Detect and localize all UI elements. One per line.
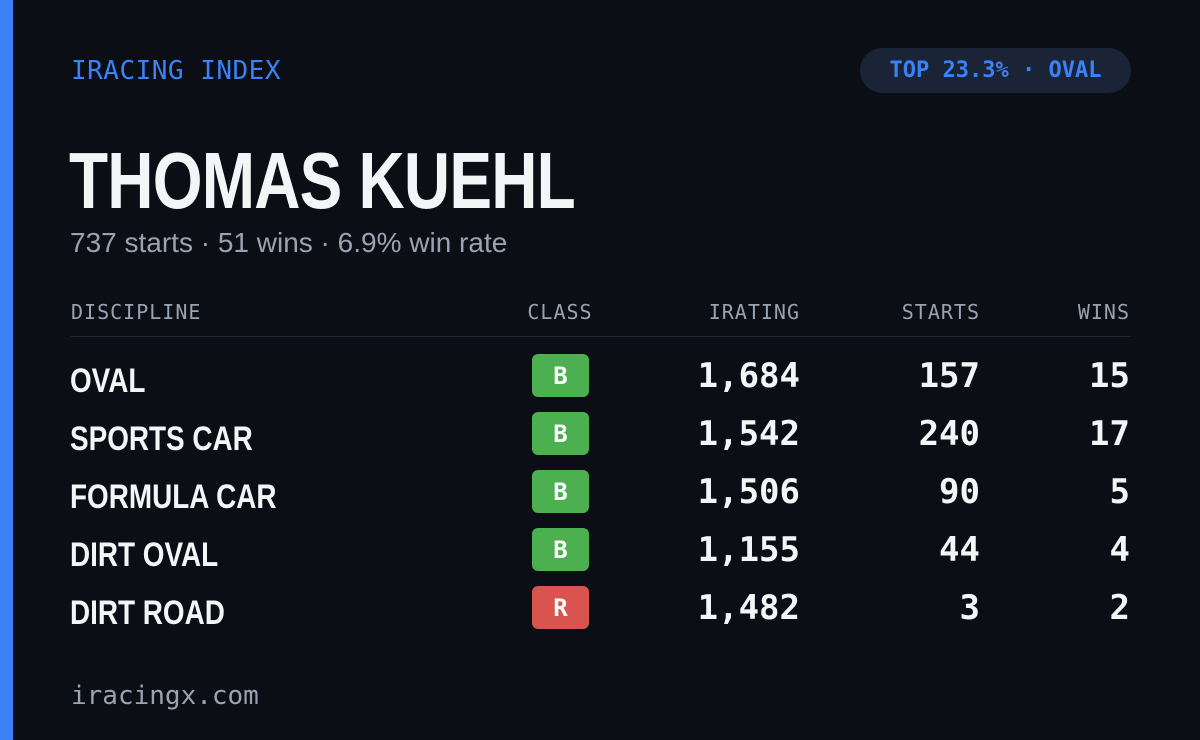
irating-value: 1,684: [697, 356, 800, 396]
discipline-name: DIRT OVAL: [70, 536, 219, 574]
wins-value: 17: [1089, 414, 1130, 454]
starts-value: 240: [918, 414, 980, 454]
column-header-wins: WINS: [1077, 300, 1130, 324]
column-header-starts: STARTS: [901, 300, 980, 324]
starts-value: 90: [939, 472, 980, 512]
column-header-irating: IRATING: [708, 300, 800, 324]
driver-summary: 737 starts · 51 wins · 6.9% win rate: [70, 227, 508, 258]
header-divider: [70, 336, 1131, 337]
irating-value: 1,506: [697, 472, 800, 512]
column-header-discipline: DISCIPLINE: [71, 300, 202, 324]
irating-value: 1,542: [697, 414, 800, 454]
table-row: DIRT ROAD R 1,482 3 2: [0, 584, 1200, 642]
class-badge: B: [532, 354, 589, 397]
accent-bar: [0, 0, 13, 740]
wins-value: 4: [1109, 530, 1130, 570]
discipline-name: OVAL: [70, 362, 146, 400]
starts-value: 3: [959, 588, 980, 628]
class-badge: B: [532, 470, 589, 513]
discipline-name: DIRT ROAD: [70, 594, 225, 632]
table-row: SPORTS CAR B 1,542 240 17: [0, 410, 1200, 468]
driver-name: THOMAS KUEHL: [69, 136, 576, 225]
starts-value: 44: [939, 530, 980, 570]
table-row: OVAL B 1,684 157 15: [0, 352, 1200, 410]
rank-badge: TOP 23.3% · OVAL: [860, 48, 1131, 93]
discipline-name: FORMULA CAR: [70, 478, 277, 516]
irating-value: 1,482: [697, 588, 800, 628]
irating-value: 1,155: [697, 530, 800, 570]
class-badge: B: [532, 528, 589, 571]
brand-title: IRACING INDEX: [71, 56, 281, 86]
rank-badge-label: TOP 23.3% · OVAL: [889, 58, 1102, 83]
table-row: FORMULA CAR B 1,506 90 5: [0, 468, 1200, 526]
wins-value: 5: [1109, 472, 1130, 512]
table-row: DIRT OVAL B 1,155 44 4: [0, 526, 1200, 584]
class-badge: R: [532, 586, 589, 629]
class-badge: B: [532, 412, 589, 455]
starts-value: 157: [918, 356, 980, 396]
wins-value: 2: [1109, 588, 1130, 628]
column-header-class: CLASS: [527, 300, 593, 324]
discipline-name: SPORTS CAR: [70, 420, 253, 458]
wins-value: 15: [1089, 356, 1130, 396]
footer-site-link[interactable]: iracingx.com: [71, 681, 259, 711]
